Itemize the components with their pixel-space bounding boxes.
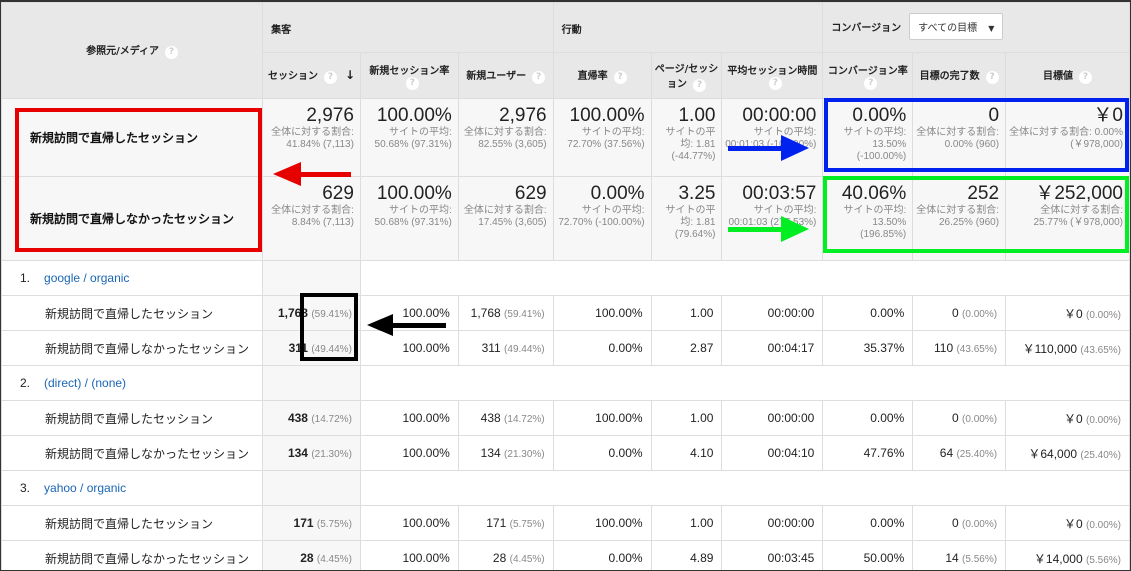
- table-row: 新規訪問で直帰しなかったセッション 134 (21.30%) 100.00% 134 …: [1, 435, 1130, 471]
- table-row: 新規訪問で直帰しなかったセッション 28 (4.45%) 100.00% 28 (4.…: [1, 540, 1130, 570]
- summary-cell: 0.00% サイトの平均: 72.70% (-100.00%): [552, 176, 652, 261]
- cell-value: ￥14,000 (5.56%): [1005, 540, 1130, 570]
- cell-new_rate: 100.00%: [359, 505, 459, 541]
- summary-cell: 1.00 サイトの平均: 1.81 (-44.77%): [650, 98, 723, 177]
- group-row: 2. (direct) / (none): [1, 365, 1130, 401]
- summary-cell: 629 全体に対する割合: 17.45% (3,605): [457, 176, 554, 261]
- cell-new_rate: 100.00%: [359, 400, 459, 436]
- cell-new_users: 311 (49.44%): [457, 330, 554, 366]
- help-icon[interactable]: ?: [323, 71, 337, 84]
- summary-cell: 40.06% サイトの平均: 13.50% (196.85%): [822, 176, 914, 261]
- summary-cell: 100.00% サイトの平均: 72.70% (37.56%): [552, 98, 652, 177]
- help-icon[interactable]: ?: [613, 71, 627, 84]
- column-header[interactable]: 目標の完了数?: [912, 52, 1007, 99]
- summary-cell: 252 全体に対する割合: 26.25% (960): [912, 176, 1007, 261]
- cell-bounce: 0.00%: [552, 435, 652, 471]
- chevron-down-icon: ▼: [988, 24, 995, 33]
- column-header[interactable]: ページ/セッション?: [650, 52, 723, 99]
- group-row: 3. yahoo / organic: [1, 470, 1130, 506]
- column-header[interactable]: 平均セッション時間?: [721, 52, 824, 99]
- cell-conv: 50.00%: [822, 540, 914, 570]
- source-medium-link[interactable]: yahoo / organic: [44, 481, 127, 495]
- summary-cell: 629 全体に対する割合: 8.84% (7,113): [262, 176, 361, 261]
- cell-completions: 14 (5.56%): [912, 540, 1007, 570]
- help-icon[interactable]: ?: [864, 76, 878, 90]
- source-medium-link[interactable]: google / organic: [44, 271, 130, 285]
- help-icon[interactable]: ?: [405, 76, 419, 90]
- cell-new_rate: 100.00%: [359, 540, 459, 570]
- summary-cell: 00:03:57 サイトの平均: 00:01:03 (277.53%): [721, 176, 824, 261]
- cell-conv: 0.00%: [822, 505, 914, 541]
- column-header[interactable]: セッション? ↓: [262, 52, 361, 99]
- cell-value: ￥0 (0.00%): [1005, 400, 1130, 436]
- help-icon[interactable]: ?: [768, 76, 782, 90]
- help-icon[interactable]: ?: [693, 78, 706, 92]
- summary-row: 新規訪問で直帰しなかったセッション 629 全体に対する割合: 8.84% (7,1…: [1, 176, 1130, 261]
- summary-cell: 00:00:00 サイトの平均: 00:01:03 (-100.00%): [721, 98, 824, 177]
- table-row: 新規訪問で直帰しなかったセッション 311 (49.44%) 100.00% 311 …: [1, 330, 1130, 366]
- summary-row: 新規訪問で直帰したセッション 2,976 全体に対する割合: 41.84% (7,1…: [1, 98, 1130, 177]
- cell-conv: 47.76%: [822, 435, 914, 471]
- cell-new_users: 28 (4.45%): [457, 540, 554, 570]
- segment-label: 新規訪問で直帰しなかったセッション: [1, 330, 264, 366]
- segment-label: 新規訪問で直帰したセッション: [1, 400, 264, 436]
- cell-sessions: 438 (14.72%): [262, 400, 361, 436]
- cell-completions: 64 (25.40%): [912, 435, 1007, 471]
- cell-new_rate: 100.00%: [359, 435, 459, 471]
- column-header[interactable]: 新規セッション率?: [359, 52, 459, 99]
- summary-cell: 2,976 全体に対する割合: 82.55% (3,605): [457, 98, 554, 177]
- behavior-group-header: 行動: [552, 2, 824, 53]
- goal-select[interactable]: すべての目標 ▼: [909, 13, 1004, 40]
- segment-label: 新規訪問で直帰しなかったセッション: [1, 540, 264, 570]
- cell-sessions: 134 (21.30%): [262, 435, 361, 471]
- green-arrow-icon: [728, 216, 809, 242]
- segment-label: 新規訪問で直帰したセッション: [1, 505, 264, 541]
- summary-cell: 0 全体に対する割合: 0.00% (960): [912, 98, 1007, 177]
- cell-pages: 4.89: [650, 540, 723, 570]
- red-arrow-icon: [273, 162, 351, 186]
- blue-arrow-icon: [728, 135, 809, 161]
- source-medium-link[interactable]: (direct) / (none): [44, 376, 127, 390]
- help-icon[interactable]: ?: [532, 71, 546, 84]
- column-header[interactable]: 新規ユーザー?: [457, 52, 554, 99]
- cell-completions: 0 (0.00%): [912, 505, 1007, 541]
- summary-cell: 100.00% サイトの平均: 50.68% (97.31%): [359, 176, 459, 261]
- dimension-header[interactable]: 参照元/メディア?: [1, 2, 264, 99]
- cell-sessions: 1,768 (59.41%): [262, 295, 361, 331]
- black-arrow-icon: [367, 314, 446, 336]
- cell-duration: 00:00:00: [721, 400, 824, 436]
- cell-conv: 0.00%: [822, 400, 914, 436]
- segment-label: 新規訪問で直帰しなかったセッション: [1, 435, 264, 471]
- column-header[interactable]: コンバージョン率?: [822, 52, 914, 99]
- summary-cell: ￥252,000 全体に対する割合: 25.77% (￥978,000): [1005, 176, 1130, 261]
- cell-new_rate: 100.00%: [359, 330, 459, 366]
- cell-bounce: 0.00%: [552, 330, 652, 366]
- help-icon[interactable]: ?: [165, 46, 179, 59]
- help-icon[interactable]: ?: [985, 71, 999, 84]
- help-icon[interactable]: ?: [1079, 71, 1093, 84]
- cell-bounce: 0.00%: [552, 540, 652, 570]
- cell-sessions: 28 (4.45%): [262, 540, 361, 570]
- cell-sessions: 171 (5.75%): [262, 505, 361, 541]
- cell-value: ￥0 (0.00%): [1005, 505, 1130, 541]
- summary-cell: 3.25 サイトの平均: 1.81 (79.64%): [650, 176, 723, 261]
- cell-new_users: 438 (14.72%): [457, 400, 554, 436]
- sort-desc-icon[interactable]: ↓: [344, 68, 356, 82]
- segment-label: 新規訪問で直帰したセッション: [1, 295, 264, 331]
- cell-duration: 00:03:45: [721, 540, 824, 570]
- cell-new_users: 1,768 (59.41%): [457, 295, 554, 331]
- column-header[interactable]: 直帰率?: [552, 52, 652, 99]
- table-row: 新規訪問で直帰したセッション 438 (14.72%) 100.00% 438 (14…: [1, 400, 1130, 436]
- cell-bounce: 100.00%: [552, 295, 652, 331]
